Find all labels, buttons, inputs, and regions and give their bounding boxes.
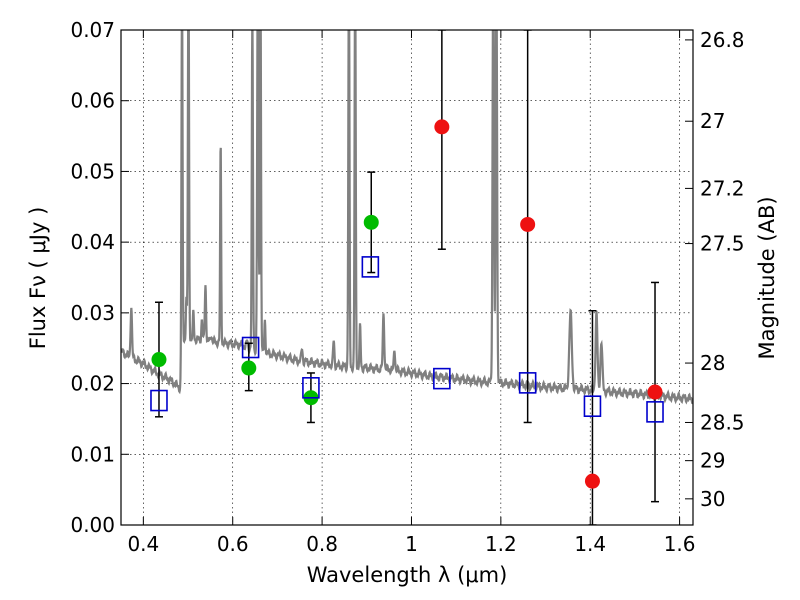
y-tick-label: 0.05 — [70, 159, 115, 183]
spectrum-line — [121, 30, 693, 405]
x-tick-label: 1.2 — [485, 532, 517, 556]
model-square — [241, 336, 260, 359]
y2-tick-label: 27.5 — [700, 232, 745, 256]
error-bars — [154, 30, 660, 525]
plot-frame — [120, 29, 694, 526]
x-tick-label: 1.6 — [664, 532, 696, 556]
upper-limit-point — [647, 384, 663, 400]
x-axis-label: Wavelength λ (μm) — [307, 563, 508, 587]
x-tick-label: 1 — [405, 532, 418, 556]
y2-tick-label: 29 — [700, 449, 725, 473]
y-tick-label: 0.02 — [70, 372, 115, 396]
y2-tick-label: 30 — [700, 487, 725, 511]
model-square — [361, 256, 380, 278]
x-tick-label: 1.4 — [574, 532, 606, 556]
data-markers — [150, 119, 664, 489]
upper-limit-point — [520, 216, 536, 232]
x-tick-label: 0.8 — [306, 532, 338, 556]
y-tick-label: 0.06 — [70, 89, 115, 113]
model-square — [302, 377, 320, 399]
y2-tick-label: 28.5 — [700, 410, 745, 434]
model-square — [433, 367, 451, 390]
x-tick-label: 0.6 — [217, 532, 249, 556]
x-tick-label: 0.4 — [127, 532, 159, 556]
model-square — [518, 372, 537, 394]
model-square — [150, 389, 168, 412]
y2-tick-label: 26.8 — [700, 28, 745, 52]
plot-area — [121, 30, 693, 525]
upper-limit-point — [584, 473, 600, 489]
model-square — [646, 401, 664, 423]
upper-limit-point — [434, 119, 450, 135]
detection-point — [363, 214, 379, 230]
grid — [121, 29, 693, 526]
y-tick-label: 0.00 — [70, 513, 115, 537]
y2-tick-label: 28 — [700, 351, 725, 375]
axis-ticks — [121, 29, 693, 526]
y-tick-label: 0.04 — [70, 230, 115, 254]
y-axis-label: Flux Fν ( μJy ) — [26, 207, 50, 350]
tick-labels: 0.4 0.6 0.8 1 1.2 1.4 1.6 0.00 0.01 0.02 0.03 0.04 0… — [70, 18, 744, 556]
detection-point — [241, 360, 257, 376]
y-tick-label: 0.07 — [70, 18, 115, 42]
detection-point — [151, 352, 167, 368]
y2-tick-label: 27 — [700, 109, 725, 133]
y-tick-label: 0.03 — [70, 301, 115, 325]
y-tick-label: 0.01 — [70, 442, 115, 466]
model-square — [583, 395, 602, 418]
y2-axis-label: Magnitude (AB) — [755, 196, 779, 359]
y2-tick-label: 27.2 — [700, 176, 745, 200]
